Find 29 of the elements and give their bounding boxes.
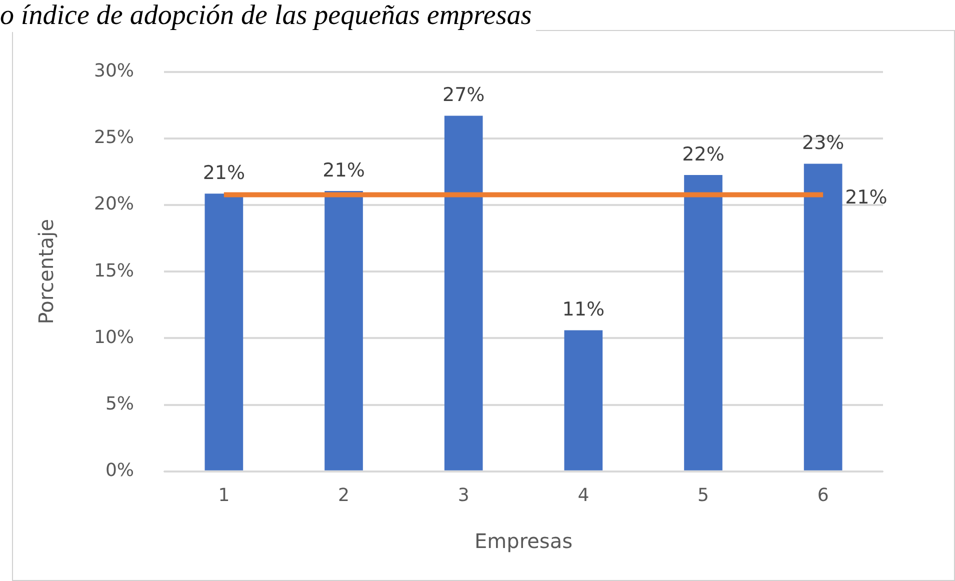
y-tick-label: 20% [94,194,134,215]
data-label: 11% [562,298,605,321]
data-label: 23% [802,132,844,154]
y-tick-label: 0% [105,460,134,482]
y-axis-title: Porcentaje [34,218,58,324]
bar [324,191,363,470]
x-tick-label: 5 [698,484,709,506]
x-axis-title: Empresas [474,529,573,554]
bar [204,194,244,470]
x-tick-label: 6 [817,484,829,506]
bar [564,330,603,470]
chart-title: o índice de adopción de las pequeñas empresas [0,0,536,32]
bar [684,175,722,470]
bar [444,116,483,470]
bar [804,164,842,470]
data-label: 21% [322,159,365,182]
y-tick-label: 10% [94,326,134,348]
y-tick-label: 25% [94,127,134,148]
data-label: 27% [442,84,485,106]
x-tick-label: 3 [458,484,470,506]
x-tick-label: 1 [218,484,230,506]
data-label: 22% [682,143,724,166]
y-tick-label: 30% [94,60,134,82]
data-label: 21% [845,186,888,209]
data-label: 21% [202,162,246,184]
y-tick-label: 15% [94,260,134,282]
x-tick-label: 4 [578,484,590,506]
x-tick-label: 2 [338,484,350,506]
y-tick-label: 5% [105,393,134,414]
